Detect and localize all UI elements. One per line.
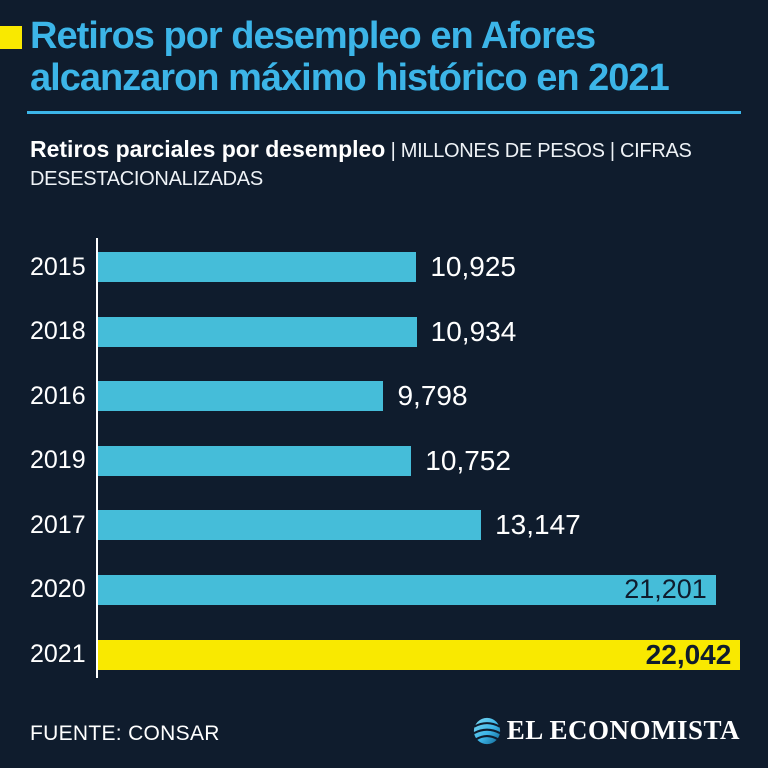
value-label-inside: 22,042 <box>645 638 732 670</box>
brand-name: EL ECONOMISTA <box>506 715 740 745</box>
subtitle-series-name: Retiros parciales por desempleo <box>30 136 386 162</box>
year-label: 2020 <box>30 575 86 604</box>
bar-chart: 2015 10,925 2018 10,934 2016 9,798 2019 … <box>30 238 742 678</box>
value-label-inside: 21,201 <box>624 574 707 605</box>
chart-row: 2016 9,798 <box>30 380 742 446</box>
year-label: 2018 <box>30 317 86 346</box>
el-economista-icon <box>473 717 501 744</box>
year-label: 2016 <box>30 381 86 410</box>
value-label-outside: 9,798 <box>397 380 468 412</box>
bar <box>98 252 417 282</box>
chart-rows: 2015 10,925 2018 10,934 2016 9,798 2019 … <box>30 251 742 705</box>
chart-row: 2019 10,752 <box>30 444 742 511</box>
page-title: Retiros por desempleo en Afores alcanzar… <box>30 15 670 99</box>
y-axis-line <box>96 238 98 678</box>
chart-row: 2020 21,201 <box>30 574 742 640</box>
bar <box>98 510 482 541</box>
accent-square <box>0 26 22 49</box>
bar <box>98 316 417 347</box>
source-label: FUENTE: CONSAR <box>30 722 220 745</box>
chart-row: 2017 13,147 <box>30 509 742 575</box>
chart-row: 2018 10,934 <box>30 315 742 382</box>
subtitle-units-note: | MILLONES DE PESOS | CIFRAS DESESTACION… <box>30 140 692 191</box>
title-divider <box>27 111 741 114</box>
value-label-outside: 10,925 <box>430 251 516 282</box>
brand-logo: EL ECONOMISTA <box>473 715 740 746</box>
bar <box>98 381 384 412</box>
bar: 22,042 <box>98 638 741 670</box>
year-label: 2019 <box>30 446 86 475</box>
bar: 21,201 <box>98 574 716 605</box>
year-label: 2017 <box>30 510 86 539</box>
value-label-outside: 10,934 <box>430 315 517 347</box>
value-label-outside: 10,752 <box>425 444 511 476</box>
chart-row: 2021 22,042 <box>30 638 742 705</box>
chart-subtitle: Retiros parciales por desempleo | MILLON… <box>30 133 752 193</box>
chart-row: 2015 10,925 <box>30 251 742 317</box>
year-label: 2021 <box>30 640 86 669</box>
value-label-outside: 13,147 <box>495 509 581 541</box>
year-label: 2015 <box>30 252 86 281</box>
bar <box>98 445 412 476</box>
